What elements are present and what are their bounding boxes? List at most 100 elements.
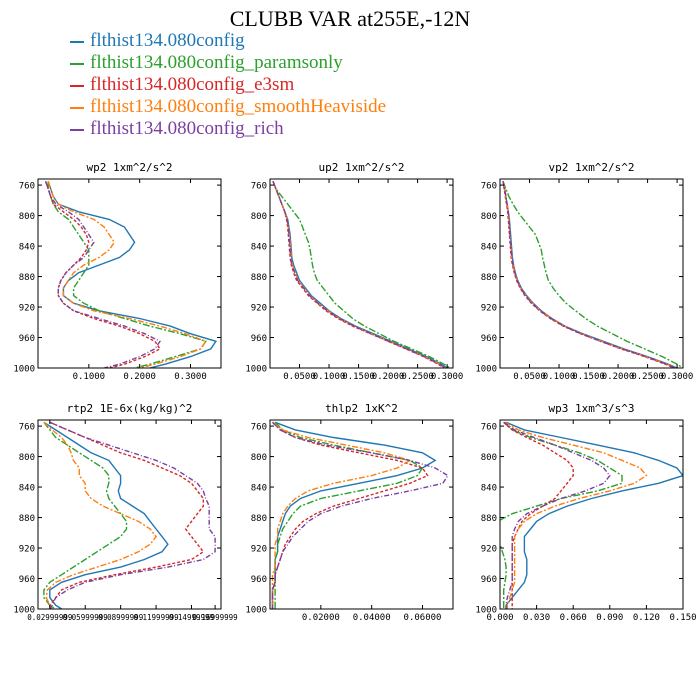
series-group — [43, 421, 216, 609]
series-line-1 — [272, 181, 451, 368]
x-tick-label: 0.2500 — [631, 372, 664, 382]
series-line-2 — [272, 181, 445, 368]
y-tick-label: 760 — [19, 423, 35, 433]
x-tick-label: 0.2000 — [123, 372, 156, 382]
y-tick-label: 800 — [251, 212, 267, 222]
x-tick-label: 0.08999999 — [98, 613, 143, 622]
y-tick-label: 840 — [251, 484, 267, 494]
legend-swatch — [70, 62, 84, 65]
x-tick-label: 0.06000 — [404, 613, 442, 623]
plot-frame — [499, 178, 684, 369]
series-line-0 — [502, 181, 678, 368]
subplot: wp3 1xm^3/s^3 760 800 840 880 920 960 10000.000… — [475, 402, 696, 623]
subplot: rtp2 1E-6x(kg/kg)^2 760 800 840 880 920 960 100… — [13, 402, 237, 622]
series-line-3 — [502, 181, 677, 368]
x-tick-label: 0.090 — [596, 613, 623, 623]
legend-label: flthist134.080config — [90, 30, 245, 51]
legend-label: flthist134.080config_smoothHeaviside — [90, 96, 387, 117]
x-tick-label: 0.3000 — [174, 372, 207, 382]
series-line-4 — [49, 421, 216, 609]
y-tick-label: 880 — [19, 273, 35, 283]
plot-frame — [37, 419, 222, 610]
y-tick-label: 800 — [19, 212, 35, 222]
series-line-4 — [502, 181, 676, 368]
legend-entry: flthist134.080config — [70, 30, 386, 52]
x-tick-label: 0.150 — [669, 613, 696, 623]
y-tick-label: 840 — [19, 243, 35, 253]
series-line-0 — [272, 181, 448, 368]
x-tick-label: 0.1000 — [313, 372, 346, 382]
y-tick-label: 920 — [19, 545, 35, 555]
x-tick-label: 0.02000 — [302, 613, 340, 623]
y-tick-label: 960 — [251, 575, 267, 585]
series-line-4 — [272, 181, 446, 368]
series-group — [271, 421, 449, 609]
x-tick-label: 0.2000 — [602, 372, 635, 382]
series-group — [500, 421, 683, 609]
legend-label: flthist134.080config_e3sm — [90, 74, 295, 95]
series-group — [272, 181, 451, 368]
subplot: up2 1xm^2/s^2 760 800 840 880 920 960 1000 0.050… — [245, 161, 463, 382]
y-tick-label: 960 — [481, 575, 497, 585]
x-tick-label: 0.2000 — [372, 372, 405, 382]
y-tick-label: 880 — [19, 514, 35, 524]
y-tick-label: 920 — [19, 304, 35, 314]
subplot: wp2 1xm^2/s^2 760 800 840 880 920 960 1000 0.100… — [13, 161, 222, 382]
y-tick-label: 800 — [481, 453, 497, 463]
y-tick-label: 880 — [481, 273, 497, 283]
y-tick-label: 920 — [251, 545, 267, 555]
y-tick-label: 800 — [481, 212, 497, 222]
y-tick-label: 1000 — [13, 365, 35, 375]
y-tick-label: 920 — [481, 545, 497, 555]
y-tick-label: 880 — [481, 514, 497, 524]
x-tick-label: 0.2500 — [401, 372, 434, 382]
y-tick-label: 1000 — [245, 606, 267, 616]
legend-label: flthist134.080config_rich — [90, 118, 284, 139]
x-tick-label: 0.02999999 — [27, 613, 72, 622]
plot-frame — [269, 178, 454, 369]
x-tick-label: 0.1500 — [342, 372, 375, 382]
series-group — [44, 181, 218, 368]
y-tick-label: 840 — [481, 484, 497, 494]
x-tick-label: 0.05999999 — [63, 613, 108, 622]
y-tick-label: 920 — [251, 304, 267, 314]
y-tick-label: 840 — [251, 243, 267, 253]
y-tick-label: 760 — [481, 423, 497, 433]
series-line-1 — [43, 421, 128, 609]
x-tick-label: 0.11999999 — [133, 613, 178, 622]
series-group — [502, 181, 683, 368]
subplot-title: up2 1xm^2/s^2 — [318, 161, 404, 174]
legend-entry: flthist134.080config_e3sm — [70, 74, 386, 96]
x-tick-label: 0.030 — [523, 613, 550, 623]
y-tick-label: 760 — [19, 182, 35, 192]
x-tick-label: 0.1000 — [73, 372, 106, 382]
y-tick-label: 960 — [19, 575, 35, 585]
y-tick-label: 760 — [251, 182, 267, 192]
y-tick-label: 960 — [481, 334, 497, 344]
series-line-0 — [47, 181, 218, 368]
y-tick-label: 800 — [19, 453, 35, 463]
series-line-2 — [503, 421, 574, 609]
series-line-1 — [500, 421, 623, 609]
plot-frame — [499, 419, 684, 610]
y-tick-label: 840 — [19, 484, 35, 494]
subplot: thlp2 1xK^2 760 800 840 880 920 960 1000 0.02000… — [245, 402, 454, 623]
legend-swatch — [70, 128, 84, 131]
plot-frame — [269, 419, 454, 610]
series-line-3 — [272, 181, 447, 368]
x-tick-label: 0.3000 — [661, 372, 694, 382]
subplot-title: vp2 1xm^2/s^2 — [548, 161, 634, 174]
y-tick-label: 960 — [19, 334, 35, 344]
y-tick-label: 760 — [481, 182, 497, 192]
y-tick-label: 880 — [251, 514, 267, 524]
series-line-2 — [44, 181, 162, 368]
series-line-0 — [43, 421, 169, 609]
legend: flthist134.080config flthist134.080confi… — [70, 30, 386, 140]
figure-title: CLUBB VAR at255E,-12N — [229, 6, 471, 31]
x-tick-label: 0.1000 — [543, 372, 576, 382]
series-line-3 — [43, 421, 157, 609]
y-tick-label: 920 — [481, 304, 497, 314]
legend-swatch — [70, 106, 84, 109]
x-tick-label: 0.0500 — [283, 372, 316, 382]
